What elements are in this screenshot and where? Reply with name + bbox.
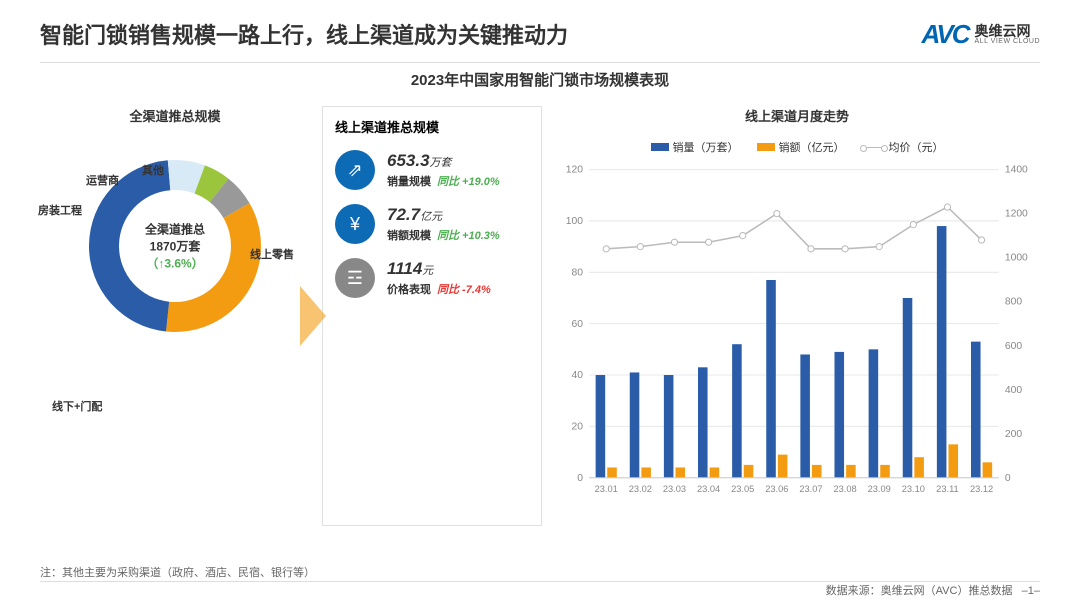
svg-text:1400: 1400 (1005, 165, 1028, 176)
online-title: 线上渠道推总规模 (335, 117, 529, 136)
metric-label: 销量规模同比 +19.0% (387, 173, 500, 189)
svg-text:23.05: 23.05 (731, 484, 754, 494)
svg-text:23.12: 23.12 (970, 484, 993, 494)
svg-text:23.07: 23.07 (799, 484, 822, 494)
footer-source: 数据来源：奥维云网（AVC）推总数据 –1– (826, 582, 1040, 598)
metric-label: 销额规模同比 +10.3% (387, 227, 500, 243)
metric-icon: ¥ (335, 204, 375, 244)
svg-text:1000: 1000 (1005, 253, 1028, 264)
svg-text:20: 20 (571, 421, 583, 432)
donut-segment-label: 线上零售 (250, 246, 294, 262)
donut-segment-label: 线下+门配 (52, 398, 102, 414)
metric-icon: ☲ (335, 258, 375, 298)
svg-text:100: 100 (566, 216, 583, 227)
donut-title: 全渠道推总规模 (40, 106, 310, 125)
metric-row: ☲ 1114元价格表现同比 -7.4% (335, 258, 529, 298)
trend-title: 线上渠道月度走势 (554, 106, 1040, 125)
svg-text:23.06: 23.06 (765, 484, 788, 494)
metric-label: 价格表现同比 -7.4% (387, 281, 491, 297)
page-title: 智能门锁销售规模一路上行，线上渠道成为关键推动力 (40, 18, 568, 50)
svg-text:23.01: 23.01 (595, 484, 618, 494)
online-panel: 线上渠道推总规模 ⇗ 653.3万套销量规模同比 +19.0% ¥72.7亿元销额规… (322, 106, 542, 526)
svg-text:40: 40 (571, 370, 583, 381)
svg-text:600: 600 (1005, 341, 1022, 352)
donut-segment-label: 房装工程 (38, 202, 82, 218)
svg-text:1200: 1200 (1005, 209, 1028, 220)
header: 智能门锁销售规模一路上行，线上渠道成为关键推动力 AVC 奥维云网 ALL VI… (0, 0, 1080, 58)
svg-text:23.08: 23.08 (833, 484, 856, 494)
svg-text:120: 120 (566, 165, 583, 176)
svg-text:60: 60 (571, 319, 583, 330)
svg-text:23.09: 23.09 (868, 484, 891, 494)
arrow-icon (300, 286, 326, 346)
svg-text:800: 800 (1005, 297, 1022, 308)
donut-segment-label: 其他 (142, 162, 164, 178)
combo-chart: 0204060801001200200400600800100012001400… (554, 159, 1040, 509)
metric-icon: ⇗ (335, 150, 375, 190)
metric-value: 653.3万套 (387, 151, 500, 171)
svg-text:23.03: 23.03 (663, 484, 686, 494)
metric-value: 72.7亿元 (387, 205, 500, 225)
svg-text:200: 200 (1005, 429, 1022, 440)
svg-text:400: 400 (1005, 385, 1022, 396)
brand-logo: AVC 奥维云网 ALL VIEW CLOUD (922, 19, 1040, 50)
donut-panel: 全渠道推总规模 全渠道推总 1870万套 （↑3.6%） 线上零售线下+门配 房装… (40, 106, 310, 526)
svg-text:23.11: 23.11 (936, 484, 959, 494)
metric-row: ⇗ 653.3万套销量规模同比 +19.0% (335, 150, 529, 190)
donut-center-label: 全渠道推总 1870万套 （↑3.6%） (128, 221, 223, 272)
logo-en: ALL VIEW CLOUD (975, 38, 1040, 45)
metric-row: ¥72.7亿元销额规模同比 +10.3% (335, 204, 529, 244)
metric-value: 1114元 (387, 259, 491, 279)
svg-text:0: 0 (577, 473, 583, 484)
donut-segment-label: 运营商 (86, 172, 119, 188)
subtitle: 2023年中国家用智能门锁市场规模表现 (0, 69, 1080, 90)
svg-text:23.10: 23.10 (902, 484, 925, 494)
svg-text:23.04: 23.04 (697, 484, 720, 494)
svg-text:80: 80 (571, 267, 583, 278)
divider (40, 62, 1040, 63)
logo-mark: AVC (922, 19, 969, 50)
footnote: 注：其他主要为采购渠道（政府、酒店、民宿、银行等） (40, 564, 315, 580)
svg-text:23.02: 23.02 (629, 484, 652, 494)
logo-cn: 奥维云网 (975, 24, 1040, 38)
chart-legend: 销量（万套） 销额（亿元） 均价（元） (554, 139, 1040, 155)
svg-text:0: 0 (1005, 473, 1011, 484)
trend-panel: 线上渠道月度走势 销量（万套） 销额（亿元） 均价（元） 0 20 40 60 80 10… (554, 106, 1040, 526)
content-row: 全渠道推总规模 全渠道推总 1870万套 （↑3.6%） 线上零售线下+门配 房装… (0, 106, 1080, 526)
